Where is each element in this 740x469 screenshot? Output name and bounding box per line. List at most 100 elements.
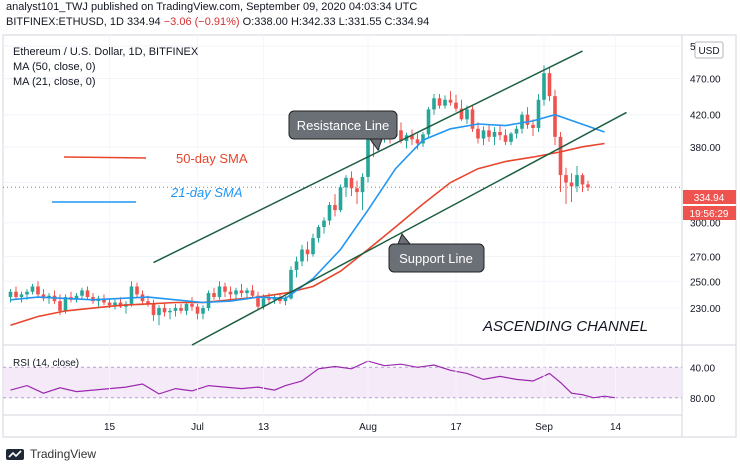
candle-body (168, 310, 172, 313)
last-price-label: 334.94 (694, 193, 725, 204)
candle-body (399, 130, 403, 141)
candle (80, 287, 84, 300)
candle (575, 165, 579, 193)
candle (338, 184, 343, 213)
candle-body (58, 301, 62, 311)
price-tick-label: 300.00 (690, 219, 721, 230)
candle (206, 290, 211, 311)
candle (536, 93, 541, 132)
candle (487, 124, 491, 142)
rsi-tick-label: 40.00 (690, 363, 715, 374)
tradingview-logo-icon (6, 449, 24, 460)
candle-body (443, 99, 447, 106)
candle-body (426, 109, 431, 135)
candle-body (509, 133, 513, 142)
candle-body (333, 205, 337, 211)
candle-body (173, 308, 178, 311)
candle-body (206, 293, 211, 309)
candle-body (157, 308, 161, 316)
candle (333, 194, 337, 217)
candle-body (19, 294, 24, 298)
candle-body (454, 102, 458, 109)
candle (8, 289, 13, 303)
candle-body (239, 290, 244, 294)
candle (179, 303, 183, 314)
candle-body (410, 135, 414, 140)
candle (432, 93, 436, 115)
candle-body (162, 308, 167, 313)
candle (113, 299, 117, 310)
candle (124, 301, 128, 314)
candle (162, 303, 167, 317)
candle-body (63, 297, 68, 311)
candle (569, 173, 574, 203)
candle (553, 89, 557, 146)
candle (514, 125, 519, 139)
candle (586, 180, 590, 192)
candle (360, 173, 365, 211)
candle-body (580, 175, 585, 185)
price-tick-label: 380.00 (690, 143, 721, 154)
candle-body (14, 291, 18, 298)
countdown-label: 19:56:29 (690, 209, 729, 220)
candle-body (492, 131, 497, 137)
candle (509, 131, 513, 146)
candle-body (113, 302, 117, 306)
candle-body (217, 286, 222, 298)
candle (41, 289, 46, 302)
time-tick-label: 17 (450, 422, 462, 433)
resistance-line (153, 50, 583, 264)
candle-body (481, 130, 486, 139)
candle (129, 281, 134, 307)
candle-body (536, 99, 541, 128)
candle-body (525, 114, 530, 125)
candle (190, 297, 194, 311)
candle (223, 282, 227, 298)
rsi-label: RSI (14, close) (13, 358, 79, 369)
candle (217, 281, 222, 300)
price-tick-label: 5 (690, 42, 696, 53)
candle (201, 305, 205, 320)
price-axis-labels: 230.00 250.00 270.00 300.00 380.00 420.00 470.… (690, 42, 721, 315)
candle-body (267, 298, 271, 300)
candle-body (553, 96, 557, 137)
candle (184, 301, 189, 316)
candle (173, 303, 178, 317)
candle-body (261, 298, 266, 307)
candle (454, 94, 458, 112)
candle (437, 93, 442, 109)
candle-body (547, 73, 552, 97)
candle-body (179, 308, 183, 311)
candle-body (465, 109, 469, 120)
candle (366, 134, 370, 183)
legend-ma21: MA (21, close, 0) (13, 76, 96, 88)
tradingview-brand: TradingView (30, 447, 97, 461)
candle-body (316, 227, 321, 239)
candle (168, 308, 172, 320)
candle-body (459, 108, 464, 120)
candle-body (151, 303, 156, 316)
countdown-tag: 19:56:29 (683, 206, 736, 220)
candle (36, 281, 40, 298)
candle (355, 180, 359, 205)
candle (96, 295, 101, 307)
resistance-label: Resistance Line (297, 118, 390, 133)
candle-body (223, 286, 227, 292)
candle (481, 126, 486, 146)
candle-body (586, 184, 590, 188)
candle (404, 132, 409, 149)
candle (349, 171, 354, 197)
candle-body (250, 290, 255, 296)
chart-border (2, 34, 737, 438)
candle (344, 175, 348, 198)
candle-body (470, 109, 475, 129)
candle (476, 122, 480, 144)
candle-body (289, 269, 293, 299)
candle (470, 105, 475, 132)
support-callout: Support Line (388, 233, 485, 273)
currency-badge[interactable]: USD (694, 41, 724, 59)
rsi-band (3, 367, 682, 398)
candle-body (212, 293, 216, 298)
candle-body (327, 205, 332, 221)
